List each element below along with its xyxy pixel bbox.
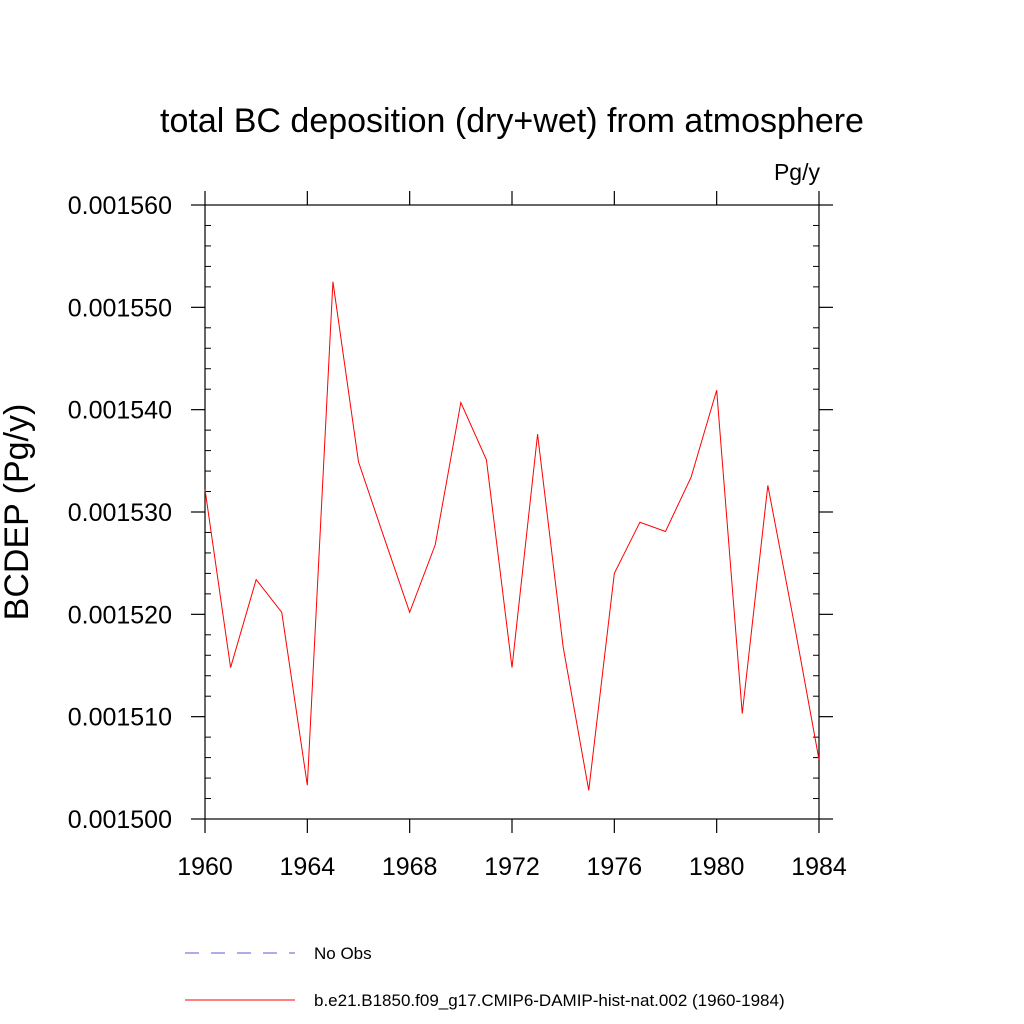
plot-frame	[204, 204, 820, 820]
x-tick-label-1976: 1976	[587, 853, 643, 881]
x-tick-label-1972: 1972	[484, 853, 540, 881]
y-axis-label: BCDEP (Pg/y)	[0, 404, 36, 621]
x-tick-label-1968: 1968	[382, 853, 438, 881]
chart-title: total BC deposition (dry+wet) from atmos…	[160, 102, 864, 140]
y-tick-label-6: 0.001560	[68, 192, 172, 220]
legend: No Obs b.e21.B1850.f09_g17.CMIP6-DAMIP-h…	[185, 944, 785, 1010]
x-tick-label-1964: 1964	[280, 853, 336, 881]
y-tick-label-3: 0.001530	[68, 499, 172, 527]
legend-label-model: b.e21.B1850.f09_g17.CMIP6-DAMIP-hist-nat…	[314, 991, 785, 1010]
legend-label-no-obs: No Obs	[314, 944, 372, 963]
y-tick-label-5: 0.001550	[68, 294, 172, 322]
y-tick-label-0: 0.001500	[68, 806, 172, 834]
x-tick-label-1984: 1984	[791, 853, 847, 881]
series-line-0	[204, 281, 820, 791]
units-label: Pg/y	[774, 159, 821, 185]
y-tick-label-1: 0.001510	[68, 704, 172, 732]
y-tick-label-2: 0.001520	[68, 601, 172, 629]
x-tick-label-1960: 1960	[177, 853, 233, 881]
series-group	[204, 281, 820, 791]
x-tick-label-1980: 1980	[689, 853, 745, 881]
axis-ticks: 1960 1964 1968 1972 1976 1980 1984 0.001500 0.00…	[68, 191, 847, 881]
y-tick-label-4: 0.001540	[68, 397, 172, 425]
